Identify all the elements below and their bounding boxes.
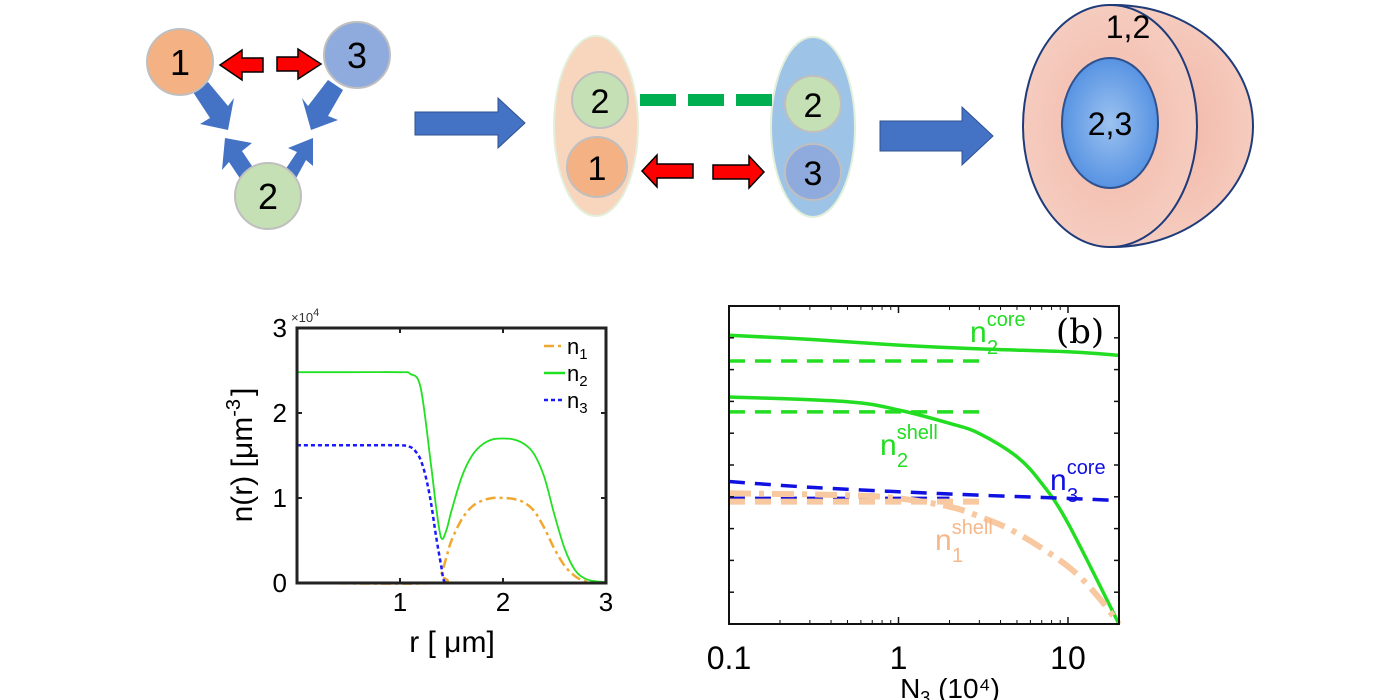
blue-arrow-icon bbox=[302, 80, 343, 130]
species-3-node bbox=[323, 21, 391, 89]
species-1-node bbox=[146, 28, 214, 96]
curve-label-n2-shell: nshell 2 bbox=[880, 422, 938, 472]
plot-a-x-label: r [ μm] bbox=[409, 626, 495, 659]
left-species-1-node bbox=[566, 136, 628, 198]
curve-n3-core bbox=[728, 479, 1120, 503]
species-2-node bbox=[234, 162, 302, 230]
y-tick-label: 0 bbox=[273, 568, 287, 598]
plot-a-curves bbox=[296, 371, 607, 585]
node-2-label: 2 bbox=[258, 176, 278, 217]
x-tick-label: 0.1 bbox=[707, 640, 751, 676]
curve-n1-shell bbox=[728, 490, 1122, 626]
y-tick-label: 1 bbox=[273, 483, 287, 513]
big-arrow-right-icon bbox=[414, 96, 526, 150]
curve-label-n3-core: ncore 3 bbox=[1050, 457, 1106, 507]
y-tick-label: 2 bbox=[273, 398, 287, 428]
plot-a-ticks: 0 1 2 3 1 2 3 bbox=[273, 313, 614, 617]
stage2-pairs: 2 1 2 3 bbox=[553, 35, 856, 218]
plot-b-ticks: 0.1 1 10 bbox=[707, 306, 1119, 676]
curve-n2-shell bbox=[728, 395, 1121, 625]
x-tick-label: 1 bbox=[890, 640, 908, 676]
node-3-label: 3 bbox=[347, 35, 367, 76]
green-dashed-link bbox=[640, 94, 772, 106]
right-species-3-node bbox=[784, 143, 842, 201]
legend-label-n3: n3 bbox=[567, 388, 588, 417]
core-label: 2,3 bbox=[1088, 106, 1132, 142]
curve-label-n2-core: ncore 2 bbox=[970, 309, 1026, 359]
left-bottom-label: 1 bbox=[588, 150, 607, 188]
y-tick-label: 3 bbox=[273, 313, 287, 343]
curve-n1 bbox=[296, 496, 607, 585]
x-tick-label: 1 bbox=[393, 587, 407, 617]
stage1-triangle: 1 3 2 bbox=[146, 21, 391, 230]
sphere-core bbox=[1061, 57, 1159, 189]
plot-b-curves bbox=[728, 333, 1122, 626]
curve-n2 bbox=[297, 371, 607, 584]
red-arrow-right-icon bbox=[276, 47, 323, 81]
red-arrow-left-icon bbox=[640, 153, 694, 189]
plot-a-y-label: n(r) [μm-3] bbox=[223, 388, 259, 523]
curve-n2-core bbox=[728, 333, 1120, 358]
left-top-label: 2 bbox=[591, 83, 610, 121]
right-species-2-node bbox=[784, 75, 842, 133]
legend-label-n2: n2 bbox=[567, 361, 588, 390]
left-species-2-node bbox=[571, 71, 629, 129]
red-arrow-right-icon bbox=[712, 154, 766, 190]
plot-b-curve-labels: ncore 2 nshell 2 ncore 3 nshell 1 bbox=[880, 309, 1106, 567]
shell-label: 1,2 bbox=[1106, 9, 1150, 45]
blue-arrow-icon bbox=[193, 82, 234, 130]
x-tick-label: 2 bbox=[496, 587, 510, 617]
plot-b-x-label: N3 (10⁴) bbox=[900, 673, 1000, 700]
y-multiplier: ×104 bbox=[291, 307, 319, 325]
big-arrow-right-icon bbox=[879, 105, 994, 167]
legend-label-n1: n1 bbox=[567, 334, 588, 363]
core-shell-sphere: 1,2 2,3 bbox=[1022, 3, 1255, 249]
curve-label-n1-shell: nshell 1 bbox=[935, 517, 993, 567]
x-tick-label: 10 bbox=[1050, 640, 1086, 676]
right-bottom-label: 3 bbox=[804, 155, 823, 193]
right-top-label: 2 bbox=[804, 87, 823, 125]
plot-b-panel-label: (b) bbox=[1056, 312, 1104, 352]
x-tick-label: 3 bbox=[599, 587, 613, 617]
curve-n3 bbox=[296, 443, 607, 585]
plot-a-axes-box bbox=[295, 326, 608, 585]
node-1-label: 1 bbox=[170, 42, 190, 83]
red-arrow-left-icon bbox=[218, 48, 264, 82]
